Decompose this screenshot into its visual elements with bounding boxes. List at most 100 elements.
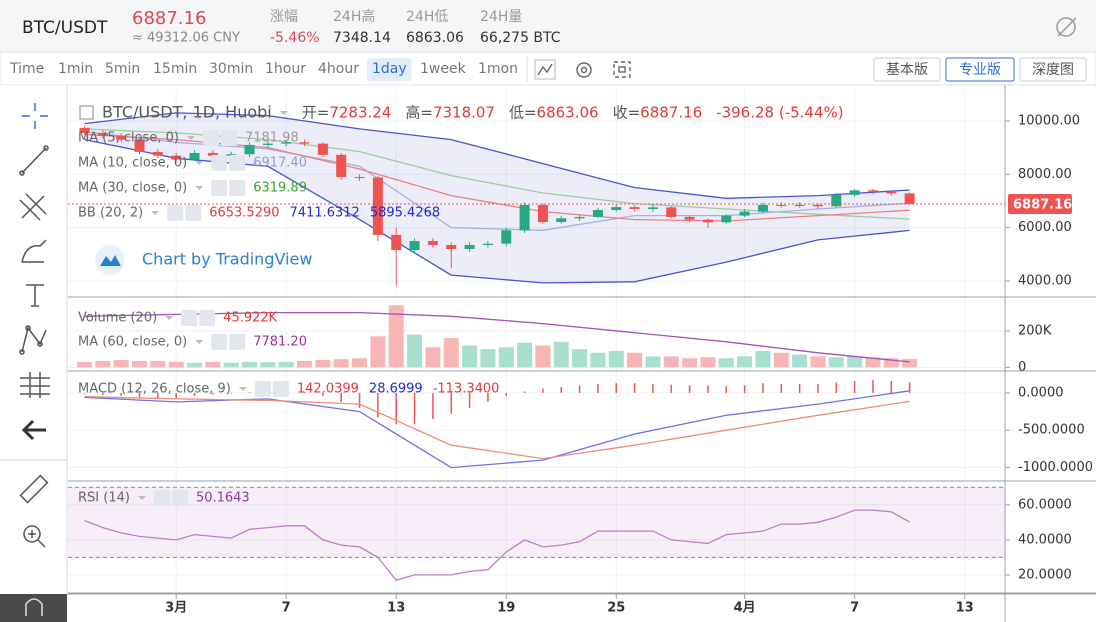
back-tool[interactable] — [21, 419, 46, 441]
fib-tool[interactable] — [19, 193, 47, 221]
view-button[interactable] — [873, 57, 941, 82]
y-tick-label: -500.0000 — [1018, 423, 1085, 438]
interval-button[interactable]: 1day — [372, 61, 407, 77]
candle-body — [427, 240, 438, 245]
view-button[interactable] — [945, 57, 1015, 82]
legend-settings[interactable] — [254, 381, 271, 397]
interval-button[interactable]: 15min — [153, 61, 197, 77]
candle-body — [226, 154, 237, 156]
indicator-value: 6319.89 — [253, 181, 307, 196]
legend-remove[interactable] — [229, 334, 246, 350]
candle-body — [757, 204, 768, 212]
symbol-menu[interactable] — [279, 111, 288, 115]
indicator-value: 45.922K — [223, 311, 277, 326]
interval-button[interactable]: 5min — [105, 61, 140, 77]
legend-remove[interactable] — [185, 205, 202, 221]
legend-remove[interactable] — [199, 310, 216, 326]
ohlc-value: 7283.24 — [329, 104, 391, 122]
legend-settings[interactable] — [153, 490, 170, 506]
legend-settings[interactable] — [211, 334, 228, 350]
screenshot-button[interactable] — [613, 61, 631, 78]
volume-bar — [315, 360, 331, 368]
volume-bar — [572, 349, 588, 368]
zoom-tool[interactable] — [23, 525, 46, 548]
view-button[interactable] — [1019, 57, 1087, 82]
ohlc-value: 6887.16 — [640, 104, 702, 122]
ruler-tool[interactable] — [19, 474, 49, 504]
volume-bar — [792, 354, 808, 368]
settings-button[interactable] — [576, 62, 592, 78]
legend-remove[interactable] — [171, 490, 188, 506]
legend-menu[interactable] — [151, 211, 160, 215]
trend-line-tool[interactable] — [19, 145, 49, 176]
indicator-value: 7181.98 — [245, 131, 299, 146]
legend-menu[interactable] — [195, 340, 204, 344]
legend-menu[interactable] — [186, 136, 195, 140]
volume-bar — [113, 360, 129, 368]
volume-bar — [498, 347, 514, 368]
pair: BTC/USDT — [22, 18, 108, 38]
candle-body — [134, 139, 145, 152]
crosshair-tool[interactable] — [22, 103, 48, 129]
last-price: 6887.16 — [132, 8, 206, 29]
legend-remove[interactable] — [220, 130, 237, 146]
legend-collapse[interactable] — [79, 105, 94, 120]
candle-body — [207, 152, 218, 156]
watermark-logo — [95, 245, 125, 275]
volume-bar — [737, 356, 753, 368]
legend-menu[interactable] — [137, 496, 146, 500]
legend-menu[interactable] — [238, 387, 247, 391]
interval-button[interactable]: 1mon — [478, 61, 518, 77]
interval-button[interactable]: Time — [9, 61, 44, 77]
ohlc-label: 开= — [302, 104, 330, 122]
legend-settings[interactable] — [211, 180, 228, 196]
indicator-line — [84, 112, 910, 199]
stat-label: 24H量 — [480, 9, 522, 25]
legend-settings[interactable] — [167, 205, 184, 221]
rsi-band — [68, 487, 1005, 558]
legend-menu[interactable] — [195, 161, 204, 165]
prediction-tool[interactable] — [20, 372, 50, 398]
legend-remove[interactable] — [272, 381, 289, 397]
text-tool[interactable] — [26, 284, 44, 307]
pattern-tool[interactable] — [19, 325, 47, 355]
legend-remove[interactable] — [229, 155, 246, 171]
legend-settings[interactable] — [202, 130, 219, 146]
candle-body — [702, 219, 713, 223]
interval-button[interactable]: 1min — [58, 61, 93, 77]
interval-button[interactable]: 4hour — [318, 61, 359, 77]
candle-body — [904, 193, 915, 204]
icon — [19, 170, 25, 176]
candle-body — [189, 152, 200, 160]
icon — [25, 325, 31, 331]
legend-remove[interactable] — [229, 180, 246, 196]
candle-body — [867, 190, 878, 192]
volume-bar — [663, 356, 679, 368]
candle-body — [519, 204, 530, 231]
brush-tool[interactable] — [21, 239, 47, 263]
icon — [37, 539, 46, 548]
y-tick-label: 4000.00 — [1018, 273, 1072, 288]
legend-settings[interactable] — [211, 155, 228, 171]
legend-settings[interactable] — [181, 310, 198, 326]
icon — [1057, 17, 1077, 37]
candle-body — [262, 143, 273, 145]
magnet-tool[interactable] — [0, 594, 67, 622]
legend-menu[interactable] — [165, 316, 174, 320]
candle-body — [354, 176, 365, 178]
y-tick-label: 8000.00 — [1018, 167, 1072, 182]
indicator-value: 6917.40 — [253, 156, 307, 171]
y-tick-label: 200K — [1018, 323, 1052, 338]
indicator-name: Volume (20) — [78, 311, 157, 326]
y-tick-label: 40.0000 — [1018, 532, 1072, 547]
indicator-name: RSI (14) — [78, 491, 130, 506]
interval-button[interactable]: 1hour — [265, 61, 306, 77]
legend-menu[interactable] — [195, 186, 204, 190]
y-tick-label: 10000.00 — [1018, 113, 1080, 128]
interval-button[interactable]: 1week — [420, 61, 467, 77]
interval-button[interactable]: 30min — [209, 61, 253, 77]
theme-toggle[interactable] — [1056, 17, 1077, 37]
volume-bar — [297, 360, 313, 368]
